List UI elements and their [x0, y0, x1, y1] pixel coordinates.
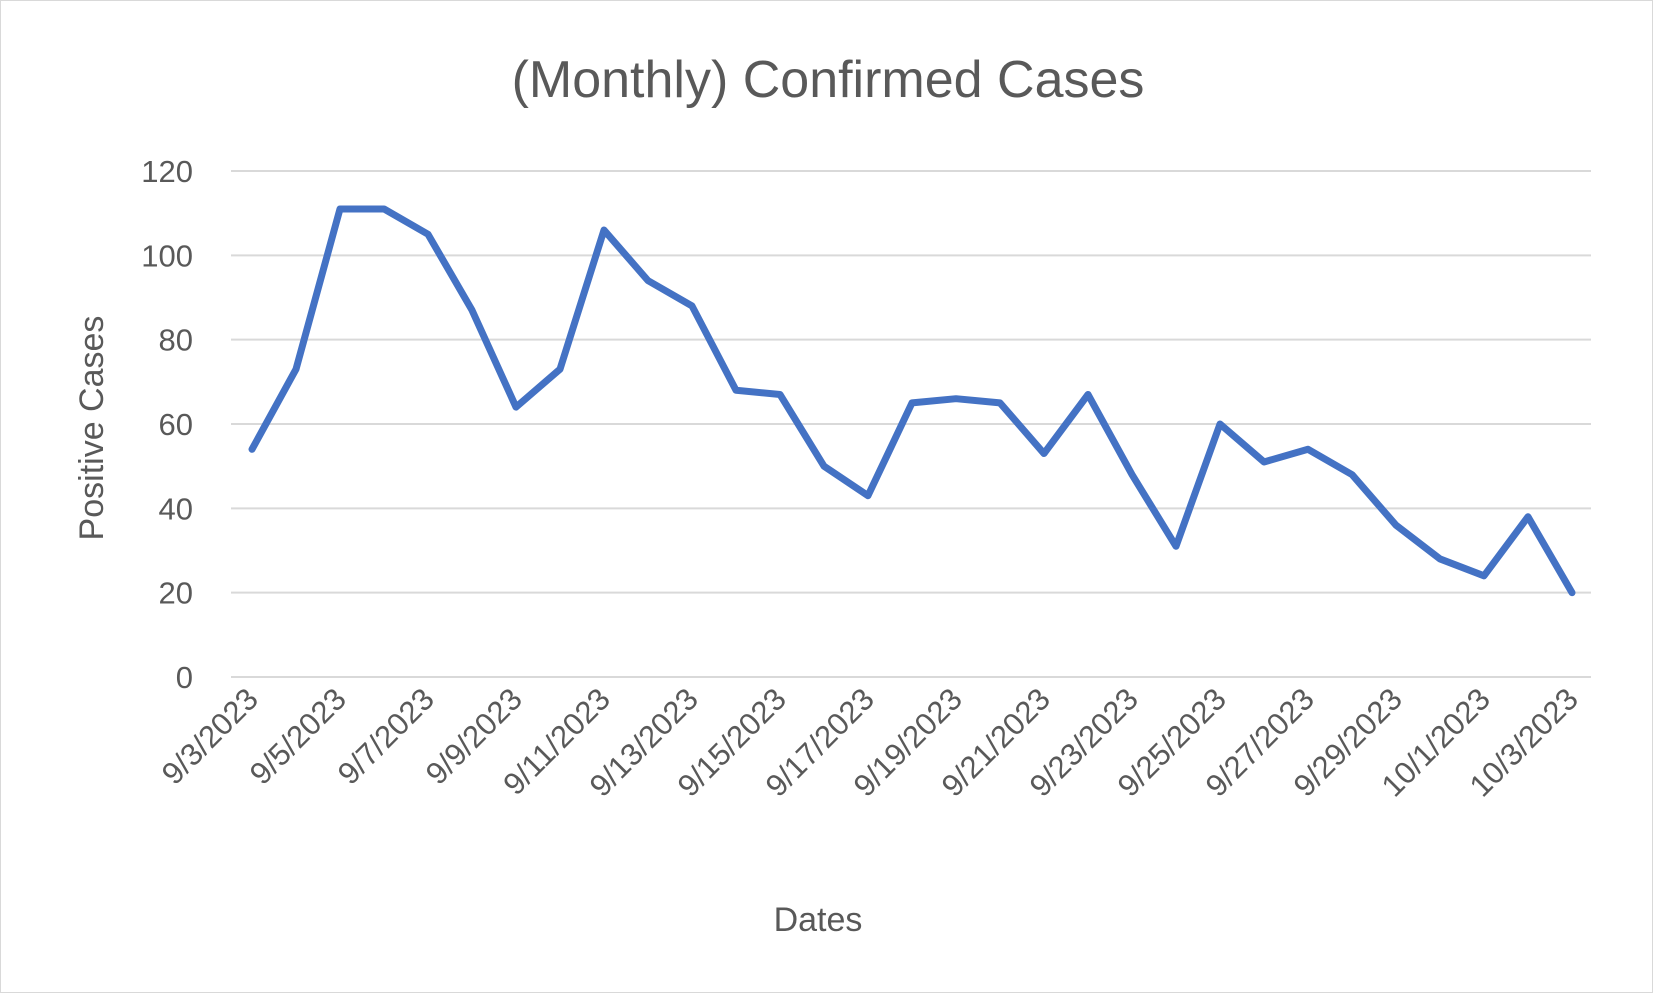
data-point	[470, 308, 474, 313]
y-tick-label: 60	[159, 407, 193, 442]
data-point	[1218, 422, 1222, 426]
data-point	[514, 405, 518, 410]
x-axis-label: Dates	[774, 901, 863, 939]
x-tick-label: 9/5/2023	[243, 681, 353, 791]
data-point	[1262, 459, 1266, 464]
data-point	[1570, 590, 1574, 595]
data-point	[1174, 544, 1178, 549]
data-point	[1482, 573, 1486, 578]
data-point	[734, 388, 738, 393]
chart-title: (Monthly) Confirmed Cases	[512, 51, 1145, 109]
gridlines	[231, 170, 1591, 678]
data-point	[1306, 447, 1310, 452]
y-tick-label: 120	[141, 154, 193, 189]
data-point	[690, 303, 694, 308]
data-point	[1526, 514, 1530, 519]
data-point	[250, 447, 254, 452]
y-axis-label: Positive Cases	[73, 316, 111, 541]
y-tick-label: 20	[159, 576, 193, 611]
data-point	[778, 392, 782, 397]
data-point	[646, 278, 650, 283]
data-point	[1438, 556, 1442, 561]
y-tick-label: 80	[159, 323, 193, 358]
data-point	[822, 464, 826, 469]
data-point	[338, 206, 342, 211]
x-tick-label: 9/3/2023	[155, 681, 265, 791]
data-point	[558, 367, 562, 372]
data-point	[1394, 523, 1398, 528]
y-tick-label: 40	[159, 491, 193, 526]
y-tick-labels: 0 20 40 60 80 100 120	[141, 154, 193, 695]
data-point	[294, 367, 298, 372]
data-point	[602, 228, 606, 233]
series-layer	[248, 205, 1576, 597]
data-point	[382, 206, 386, 211]
data-point	[954, 396, 958, 401]
data-point	[866, 493, 870, 498]
data-point	[910, 400, 914, 405]
data-point	[1042, 451, 1046, 456]
x-tick-labels: 9/3/20239/5/20239/7/20239/9/20239/11/202…	[155, 681, 1585, 803]
data-point	[1086, 392, 1090, 397]
data-point	[426, 232, 430, 237]
y-tick-label: 100	[141, 238, 193, 273]
data-point	[1350, 472, 1354, 477]
x-tick-label: 9/7/2023	[331, 681, 441, 791]
data-point	[998, 400, 1002, 405]
y-tick-label: 0	[176, 660, 193, 695]
data-point	[1130, 472, 1134, 477]
series-line-1	[248, 205, 1576, 597]
